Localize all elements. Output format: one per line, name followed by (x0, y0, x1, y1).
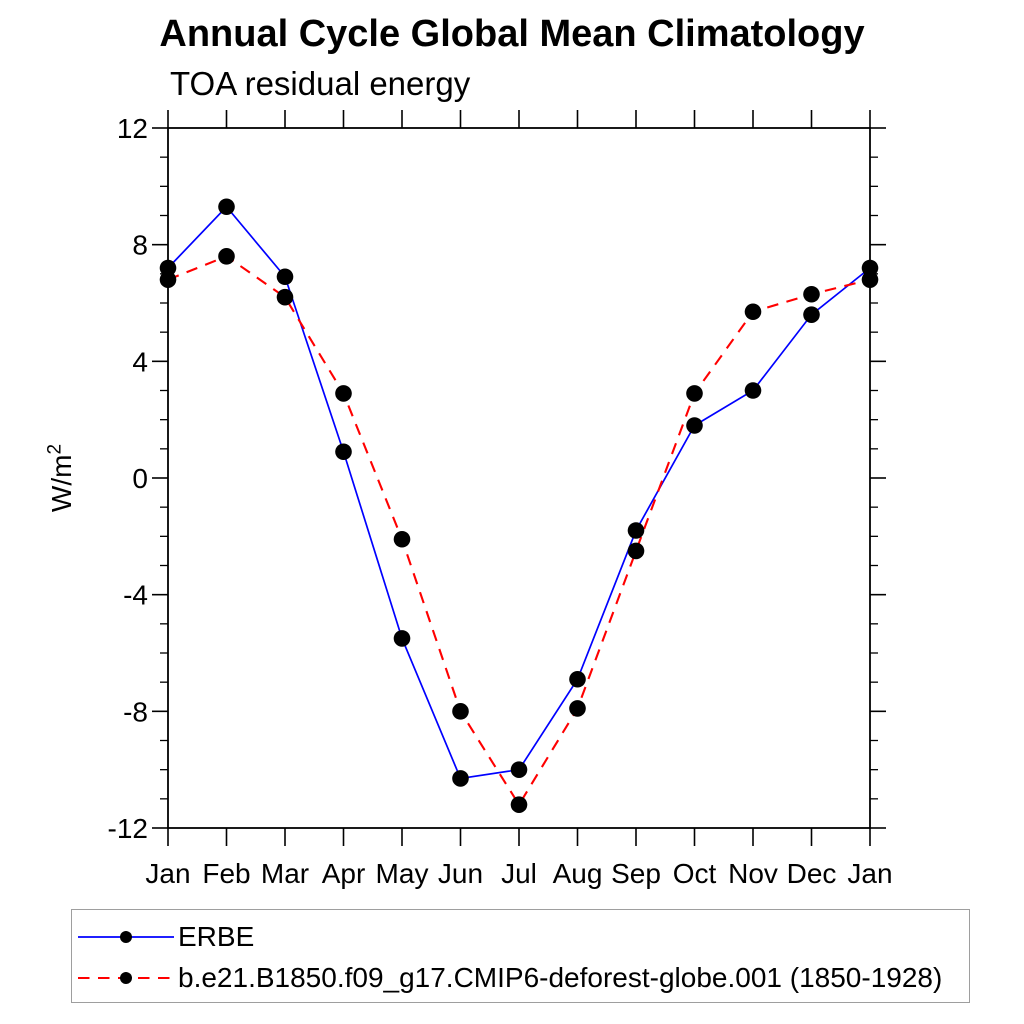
series-1-marker (276, 288, 294, 306)
series-0-marker (393, 630, 411, 647)
series-0-marker (276, 268, 294, 286)
y-tick-label: 4 (132, 346, 148, 377)
series-1-marker (218, 248, 235, 265)
chart-title: Annual Cycle Global Mean Climatology (159, 13, 865, 55)
chart-subtitle: TOA residual energy (170, 65, 471, 102)
plot-frame (167, 127, 871, 829)
legend-item-model: b.e21.B1850.f09_g17.CMIP6-deforest-globe… (78, 958, 942, 998)
series-0-marker (803, 306, 820, 323)
legend-label-model: b.e21.B1850.f09_g17.CMIP6-deforest-globe… (178, 962, 943, 993)
legend: ERBE b.e21.B1850.f09_g17.CMIP6-deforest-… (71, 909, 970, 1003)
series-0-marker (744, 382, 762, 399)
series-1-marker (510, 796, 528, 813)
series-0-marker (569, 670, 586, 688)
x-tick-label: Jan (145, 858, 190, 889)
series-0-marker (335, 443, 352, 461)
legend-item-erbe: ERBE (78, 917, 254, 957)
series-1-marker (569, 700, 586, 717)
x-tick-label: Feb (202, 858, 250, 889)
y-tick-label: -8 (123, 696, 148, 727)
x-tick-label: Apr (322, 858, 366, 889)
series-0-marker (159, 259, 177, 277)
x-tick-label: May (376, 858, 429, 889)
legend-line-sample-solid (78, 931, 174, 943)
series-0-marker (218, 198, 235, 216)
series-0-line (167, 205, 871, 780)
legend-line-sample-dashed (78, 972, 174, 984)
x-tick-label: Nov (728, 858, 778, 889)
legend-label-erbe: ERBE (178, 921, 255, 952)
legend-marker-dot-icon (120, 931, 132, 943)
x-tick-label: Sep (611, 858, 661, 889)
series-0-marker (452, 770, 469, 787)
series-1-marker (861, 271, 879, 288)
series-0-marker (510, 761, 528, 778)
series-1-marker (803, 285, 820, 303)
x-tick-label: Jul (501, 858, 537, 889)
series-1-marker (335, 385, 352, 402)
series-0-marker (627, 522, 645, 539)
series-1-marker (159, 271, 177, 288)
legend-marker-dot-icon (120, 972, 132, 984)
series-1-marker (686, 385, 703, 402)
series-0-marker (686, 417, 703, 434)
x-tick-label: Dec (787, 858, 837, 889)
y-tick-label: 12 (117, 113, 148, 144)
y-tick-label: 8 (132, 230, 148, 261)
x-tick-label: Aug (553, 858, 603, 889)
x-tick-label: Jun (438, 858, 483, 889)
y-tick-label: -12 (108, 813, 148, 844)
x-tick-label: Mar (261, 858, 309, 889)
y-tick-label: 0 (132, 463, 148, 494)
series-1-marker (393, 530, 411, 548)
series-1-line (167, 255, 871, 807)
series-1-marker (744, 303, 762, 321)
x-tick-label: Oct (673, 858, 717, 889)
x-tick-label: Jan (847, 858, 892, 889)
series-1-marker (627, 542, 645, 560)
series-0-marker (861, 259, 879, 277)
series-1-marker (452, 703, 469, 720)
y-tick-label: -4 (123, 580, 148, 611)
